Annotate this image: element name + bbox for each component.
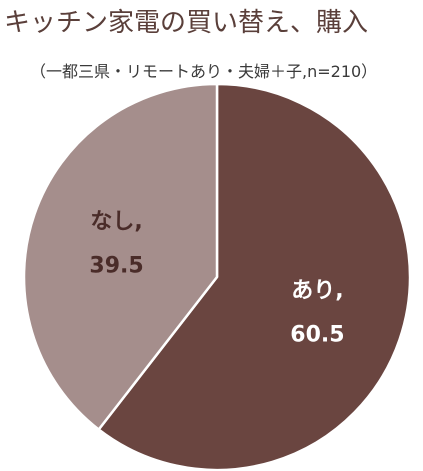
chart-subtitle: （一都三県・リモートあり・夫婦＋子,n=210）	[30, 62, 378, 81]
slice-label-2: なし,	[90, 210, 142, 235]
slice-value-1: 60.5	[290, 322, 344, 347]
slice-value-2: 39.5	[89, 254, 143, 279]
chart-title: キッチン家電の買い替え、購入	[4, 8, 369, 38]
pie-slice-2	[22, 82, 219, 431]
slice-label-1: あり,	[291, 278, 343, 303]
pie-slice-1	[97, 82, 412, 471]
